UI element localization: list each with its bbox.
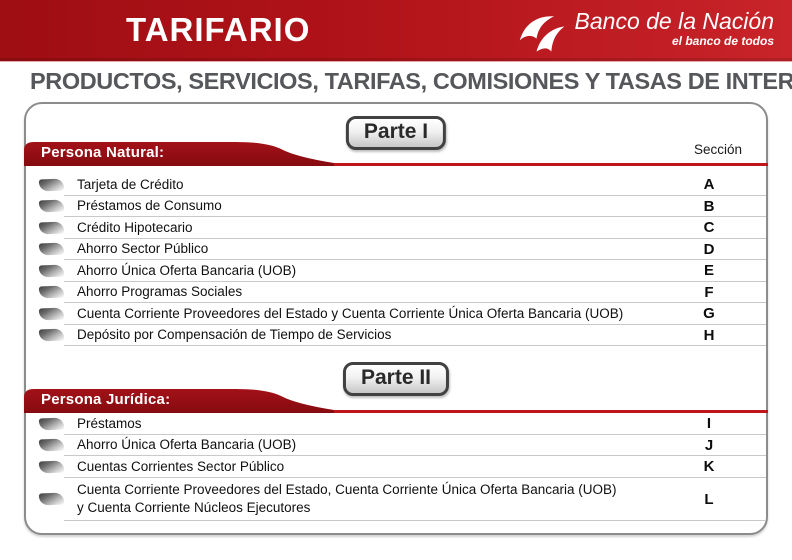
page-curl-bullet-icon (38, 285, 65, 299)
section-letter: G (703, 305, 715, 323)
group-title: Persona Jurídica: (41, 391, 171, 408)
product-label: Depósito por Compensación de Tiempo de S… (77, 327, 392, 343)
page-curl-bullet-icon (38, 178, 65, 192)
list-item[interactable]: Ahorro Programas Sociales F (26, 282, 766, 304)
product-label: Crédito Hipotecario (77, 219, 193, 235)
section-letter: L (704, 490, 714, 508)
product-label: Ahorro Única Oferta Bancaria (UOB) (77, 262, 297, 278)
page-curl-bullet-icon (38, 242, 65, 256)
page-curl-bullet-icon (38, 307, 65, 321)
product-label: Ahorro Programas Sociales (77, 284, 243, 300)
product-label: Tarjeta de Crédito (77, 176, 184, 192)
section-letter: J (704, 436, 714, 454)
page-subtitle: PRODUCTOS, SERVICIOS, TARIFAS, COMISIONE… (30, 68, 792, 94)
page-curl-bullet-icon (38, 264, 65, 278)
bank-name: Banco de la Nación (574, 8, 774, 34)
section-column-label: Sección (693, 142, 742, 157)
red-accent-line (24, 163, 768, 166)
product-label: Cuenta Corriente Proveedores del Estado,… (77, 481, 617, 515)
persona-natural-header: Persona Natural: (24, 140, 768, 166)
product-label: Cuentas Corrientes Sector Público (77, 458, 285, 474)
content-panel: Parte I Persona Natural: Sección Tarjeta… (24, 102, 768, 535)
list-item[interactable]: Tarjeta de Crédito A (26, 174, 766, 196)
product-label: Ahorro Única Oferta Bancaria (UOB) (77, 437, 297, 453)
page-curl-bullet-icon (38, 417, 65, 431)
section-letter: A (703, 176, 715, 194)
red-accent-line (24, 410, 768, 413)
group-title: Persona Natural: (41, 144, 165, 161)
bank-swoosh-icon (519, 16, 564, 52)
page-curl-bullet-icon (38, 328, 65, 342)
section-letter: H (703, 326, 715, 344)
page-curl-bullet-icon (38, 199, 65, 213)
list-item[interactable]: Préstamos I (26, 413, 766, 435)
section-letter: I (706, 415, 712, 433)
list-item[interactable]: Cuenta Corriente Proveedores del Estado … (26, 303, 766, 325)
bank-tagline: el banco de todos (671, 34, 774, 48)
parte-i-badge: Parte I (345, 116, 447, 150)
list-item[interactable]: Préstamos de Consumo B (26, 196, 766, 218)
list-item[interactable]: Cuentas Corrientes Sector Público K (26, 456, 766, 478)
page-curl-bullet-icon (38, 221, 65, 235)
list-item[interactable]: Cuenta Corriente Proveedores del Estado,… (26, 478, 766, 521)
list-item[interactable]: Crédito Hipotecario C (26, 217, 766, 239)
section-letter: B (703, 197, 715, 215)
persona-juridica-list: Préstamos I Ahorro Única Oferta Bancaria… (26, 413, 766, 521)
product-label: Ahorro Sector Público (77, 241, 209, 257)
section-letter: E (703, 262, 714, 280)
maroon-tab-shape (24, 389, 334, 413)
bank-logo: Banco de la Nación el banco de todos (517, 8, 774, 56)
page-title: TARIFARIO (126, 11, 311, 48)
page-curl-bullet-icon (38, 438, 65, 452)
page-curl-bullet-icon (38, 460, 65, 474)
section-letter: C (703, 219, 715, 237)
list-item[interactable]: Ahorro Única Oferta Bancaria (UOB) E (26, 260, 766, 282)
product-label: Préstamos de Consumo (77, 198, 222, 214)
persona-juridica-header: Persona Jurídica: (24, 387, 768, 413)
parte-ii-badge: Parte II (342, 362, 450, 396)
section-letter: F (704, 283, 714, 301)
persona-natural-list: Tarjeta de Crédito A Préstamos de Consum… (26, 174, 766, 346)
maroon-tab-shape (24, 142, 334, 166)
product-label: Préstamos (77, 415, 142, 431)
list-item[interactable]: Ahorro Sector Público D (26, 239, 766, 261)
list-item[interactable]: Depósito por Compensación de Tiempo de S… (26, 325, 766, 347)
page-curl-bullet-icon (38, 492, 65, 506)
top-banner: TARIFARIO Banco de la Nación el banco de… (0, 0, 792, 62)
product-label: Cuenta Corriente Proveedores del Estado … (77, 305, 624, 321)
section-letter: D (703, 240, 715, 258)
section-letter: K (703, 458, 715, 476)
bank-logo-text: Banco de la Nación el banco de todos (575, 8, 774, 48)
list-item[interactable]: Ahorro Única Oferta Bancaria (UOB) J (26, 435, 766, 457)
